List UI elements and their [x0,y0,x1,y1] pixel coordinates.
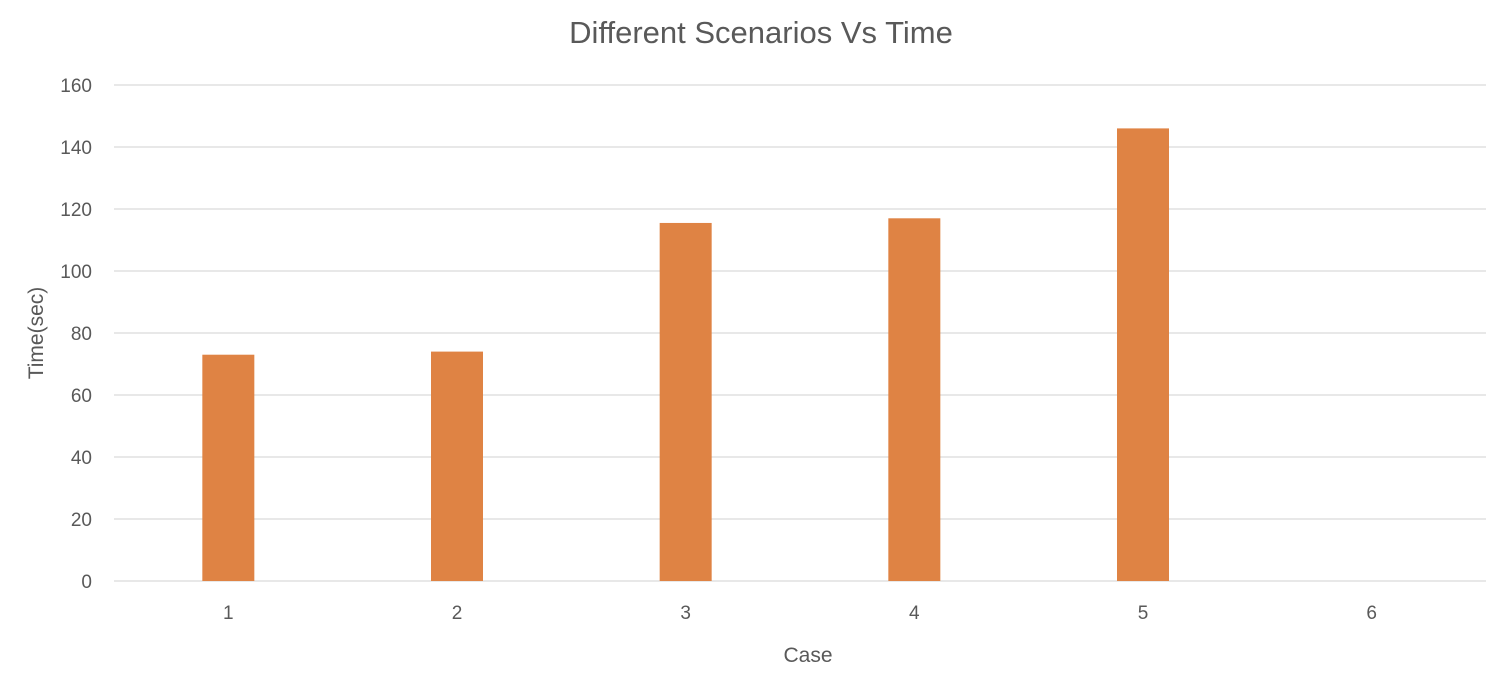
y-tick-label-160: 160 [60,76,92,97]
bar-case-5 [1117,128,1169,581]
bar-case-1 [202,354,255,581]
x-tick-label-4: 4 [909,603,920,624]
y-axis-label: Time(sec) [25,287,48,380]
x-tick-label-3: 3 [680,603,691,624]
y-axis-tick-labels: 0 20 40 60 80 100 120 140 160 [60,76,92,593]
y-tick-label-140: 140 [60,138,92,159]
y-tick-label-20: 20 [71,510,92,531]
y-tick-label-0: 0 [81,572,92,593]
chart-title: Different Scenarios Vs Time [569,15,953,50]
x-tick-label-1: 1 [223,603,234,624]
bar-case-2 [431,351,483,581]
gridlines [114,84,1486,582]
x-axis-label: Case [783,644,832,667]
x-axis-tick-labels: 1 2 3 4 5 6 [223,603,1377,624]
y-tick-label-120: 120 [60,200,92,221]
bar-case-4 [888,218,941,582]
y-tick-label-60: 60 [71,386,92,407]
y-tick-label-40: 40 [71,448,92,469]
x-tick-label-2: 2 [452,603,463,624]
bar-case-3 [659,222,712,581]
y-tick-label-100: 100 [60,262,92,283]
bars [202,128,1169,582]
y-tick-label-80: 80 [71,324,92,345]
x-tick-label-5: 5 [1138,603,1149,624]
x-tick-label-6: 6 [1366,603,1377,624]
